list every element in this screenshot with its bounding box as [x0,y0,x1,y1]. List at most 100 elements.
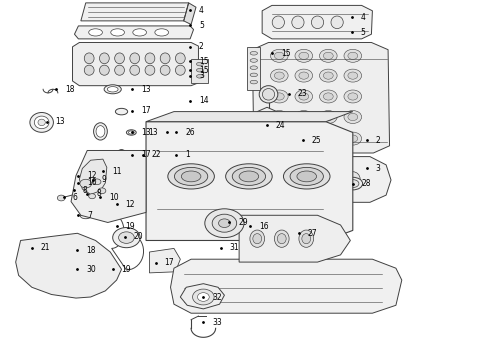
Circle shape [270,111,288,123]
Ellipse shape [160,53,170,64]
Ellipse shape [168,164,215,189]
Circle shape [35,274,53,287]
Circle shape [323,135,333,142]
Circle shape [255,132,276,148]
Ellipse shape [343,177,363,190]
Circle shape [348,72,358,79]
Ellipse shape [145,65,155,75]
Ellipse shape [250,80,258,84]
Ellipse shape [283,164,330,189]
Circle shape [344,69,362,82]
Ellipse shape [130,65,140,75]
Text: 13: 13 [141,128,151,137]
Ellipse shape [288,137,300,144]
Circle shape [319,111,337,123]
Circle shape [67,274,85,287]
Circle shape [274,93,284,100]
Circle shape [323,93,333,100]
Text: 23: 23 [298,89,308,98]
Polygon shape [146,112,353,122]
Text: 17: 17 [141,107,151,115]
Circle shape [299,135,309,142]
Polygon shape [180,284,224,309]
Circle shape [319,90,337,103]
Circle shape [348,135,358,142]
Circle shape [295,69,313,82]
Text: 3: 3 [199,71,204,80]
Circle shape [119,232,134,243]
Polygon shape [235,157,391,202]
Circle shape [299,52,309,59]
Ellipse shape [115,65,124,75]
Ellipse shape [225,164,272,189]
Text: 13: 13 [148,128,158,137]
Ellipse shape [316,172,331,187]
Polygon shape [239,215,350,262]
Text: 14: 14 [199,96,209,105]
Polygon shape [184,3,196,24]
Circle shape [299,93,309,100]
Ellipse shape [299,230,314,247]
Text: 10: 10 [87,178,97,187]
Text: 11: 11 [112,166,121,175]
Circle shape [80,179,92,188]
Circle shape [295,132,313,145]
Polygon shape [252,42,390,153]
Ellipse shape [250,66,258,69]
Circle shape [348,52,358,59]
Text: 26: 26 [185,128,195,137]
Circle shape [295,49,313,62]
Ellipse shape [38,119,45,126]
Polygon shape [171,259,402,313]
Text: 5: 5 [361,28,366,37]
Text: 5: 5 [199,21,204,30]
Circle shape [274,135,284,142]
Circle shape [274,113,284,121]
Text: 15: 15 [199,66,209,75]
Text: 4: 4 [199,5,204,14]
Polygon shape [79,159,107,194]
Text: 8: 8 [96,189,101,198]
Circle shape [323,52,333,59]
Text: 7: 7 [87,211,92,220]
Ellipse shape [117,150,126,158]
Ellipse shape [181,171,201,182]
Polygon shape [73,42,198,86]
Ellipse shape [277,234,286,244]
Circle shape [319,132,337,145]
Ellipse shape [115,53,124,64]
Ellipse shape [196,62,203,66]
Polygon shape [251,107,279,147]
Ellipse shape [274,230,289,247]
Circle shape [319,69,337,82]
Ellipse shape [174,167,208,185]
Ellipse shape [80,213,91,219]
Text: 33: 33 [212,318,222,327]
Circle shape [205,209,244,238]
Text: 19: 19 [122,265,131,274]
Text: 18: 18 [65,85,74,94]
Ellipse shape [250,59,258,62]
Ellipse shape [128,131,134,134]
Polygon shape [191,59,208,83]
Circle shape [274,72,284,79]
Polygon shape [247,47,260,90]
Circle shape [219,219,230,228]
Text: 13: 13 [55,117,65,126]
Ellipse shape [250,51,258,55]
Ellipse shape [107,86,118,92]
Text: 21: 21 [41,243,50,252]
Text: 1: 1 [185,150,190,159]
Circle shape [299,113,309,121]
Circle shape [344,111,362,123]
Circle shape [41,250,65,268]
Ellipse shape [272,16,284,29]
Text: 22: 22 [152,150,161,159]
Text: 19: 19 [125,222,135,231]
Polygon shape [81,3,189,21]
Ellipse shape [292,16,304,29]
Ellipse shape [297,171,317,182]
Ellipse shape [30,112,53,132]
Text: 18: 18 [86,246,96,255]
Text: 30: 30 [86,265,96,274]
